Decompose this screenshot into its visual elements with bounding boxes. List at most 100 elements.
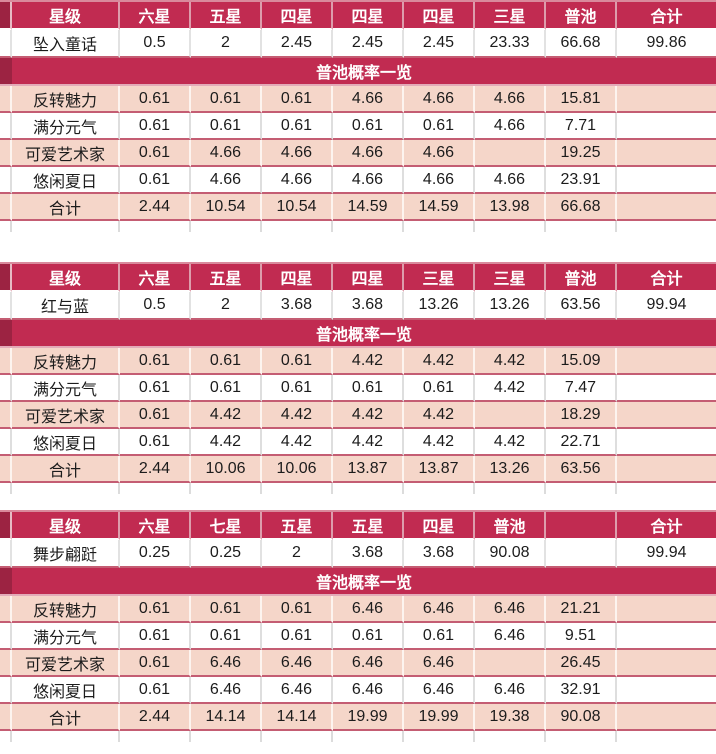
rate-value-cell: 63.56 [546, 456, 617, 483]
star-tier-header-cell: 五星 [262, 512, 333, 540]
rate-value-cell: 90.08 [475, 540, 546, 568]
empty-grid-cell [12, 221, 120, 232]
rate-value-cell: 0.61 [191, 113, 262, 140]
pool-rate-row: 反转魅力 0.61 0.61 0.61 6.46 6.46 6.46 21.21 [0, 596, 716, 623]
rate-value-cell: 2.45 [262, 30, 333, 58]
row-margin-cell [0, 512, 12, 540]
rate-value-cell: 0.25 [120, 540, 191, 568]
row-margin-cell [0, 623, 12, 650]
row-margin-cell [0, 596, 12, 623]
row-margin-cell [0, 320, 12, 348]
header-row: 星级 六星 五星 四星 四星 三星 三星 普池 合计 [0, 264, 716, 292]
rate-value-cell: 0.61 [191, 596, 262, 623]
row-margin-cell [0, 540, 12, 568]
rate-value-cell: 0.61 [120, 375, 191, 402]
pool-rate-row: 反转魅力 0.61 0.61 0.61 4.42 4.42 4.42 15.09 [0, 348, 716, 375]
rate-value-cell: 13.26 [404, 292, 475, 320]
rate-value-cell: 7.47 [546, 375, 617, 402]
rate-value-cell: 4.66 [333, 140, 404, 167]
empty-grid-cell [475, 483, 546, 494]
rate-value-cell: 2.45 [404, 30, 475, 58]
empty-grid-cell [191, 221, 262, 232]
rate-value-cell: 0.61 [333, 113, 404, 140]
rate-value-cell: 23.91 [546, 167, 617, 194]
empty-grid-cell [333, 483, 404, 494]
rate-value-cell: 0.61 [404, 623, 475, 650]
rate-value-cell: 13.98 [475, 194, 546, 221]
rate-value-cell: 0.61 [120, 113, 191, 140]
total-value-cell [617, 429, 716, 456]
featured-pool-name: 坠入童话 [12, 30, 120, 58]
pool-rate-row: 可爱艺术家 0.61 4.66 4.66 4.66 4.66 19.25 [0, 140, 716, 167]
star-tier-header-cell: 四星 [404, 512, 475, 540]
rate-value-cell: 4.42 [333, 348, 404, 375]
rate-value-cell: 6.46 [475, 623, 546, 650]
rate-value-cell: 4.66 [404, 86, 475, 113]
featured-pool-row: 舞步翩跹 0.25 0.25 2 3.68 3.68 90.08 99.94 [0, 540, 716, 568]
empty-grid-cell [333, 731, 404, 742]
pool-name-cell: 悠闲夏日 [12, 677, 120, 704]
total-header-cell: 合计 [617, 512, 716, 540]
header-row: 星级 六星 五星 四星 四星 四星 三星 普池 合计 [0, 2, 716, 30]
rate-value-cell: 6.46 [404, 596, 475, 623]
rate-value-cell: 6.46 [404, 677, 475, 704]
grid-spacer-row [0, 483, 716, 494]
pool-name-cell: 满分元气 [12, 623, 120, 650]
total-row: 合计 2.44 10.06 10.06 13.87 13.87 13.26 63.56 [0, 456, 716, 483]
empty-grid-cell [0, 221, 12, 232]
star-tier-header-cell: 四星 [333, 264, 404, 292]
rate-value-cell: 2.44 [120, 456, 191, 483]
total-value-cell [617, 140, 716, 167]
empty-grid-cell [404, 731, 475, 742]
rate-value-cell: 66.68 [546, 30, 617, 58]
rate-value-cell: 0.61 [120, 86, 191, 113]
total-value-cell: 99.94 [617, 540, 716, 568]
rate-value-cell: 0.61 [120, 167, 191, 194]
row-margin-cell [0, 140, 12, 167]
rate-value-cell: 26.45 [546, 650, 617, 677]
total-value-cell [617, 86, 716, 113]
total-value-cell [617, 402, 716, 429]
rate-value-cell: 19.38 [475, 704, 546, 731]
total-header-cell: 合计 [617, 264, 716, 292]
rate-value-cell: 63.56 [546, 292, 617, 320]
star-tier-header-cell: 六星 [120, 2, 191, 30]
rate-value-cell: 4.66 [191, 140, 262, 167]
rate-value-cell: 6.46 [475, 596, 546, 623]
rate-value-cell: 6.46 [191, 677, 262, 704]
row-margin-cell [0, 30, 12, 58]
empty-grid-cell [617, 483, 716, 494]
pool-name-cell: 满分元气 [12, 375, 120, 402]
featured-pool-name: 红与蓝 [12, 292, 120, 320]
rate-value-cell: 0.5 [120, 30, 191, 58]
empty-grid-cell [617, 221, 716, 232]
star-tier-header-cell: 六星 [120, 512, 191, 540]
rate-value-cell: 0.61 [120, 677, 191, 704]
rate-value-cell: 3.68 [333, 292, 404, 320]
rate-value-cell: 13.26 [475, 456, 546, 483]
rate-value-cell: 10.06 [191, 456, 262, 483]
rate-value-cell: 0.61 [191, 86, 262, 113]
rate-table-2: 星级 六星 五星 四星 四星 三星 三星 普池 合计 红与蓝 0.5 2 3.68 3.68 13.26 13… [0, 262, 716, 494]
rate-value-cell: 4.66 [475, 113, 546, 140]
rate-value-cell: 0.61 [333, 375, 404, 402]
rate-value-cell: 2 [191, 292, 262, 320]
pool-rate-banner: 普池概率一览 [12, 58, 716, 86]
rate-value-cell: 0.25 [191, 540, 262, 568]
star-tier-header-cell: 五星 [191, 2, 262, 30]
rate-value-cell: 13.87 [404, 456, 475, 483]
rate-value-cell: 4.66 [333, 86, 404, 113]
rate-value-cell [475, 650, 546, 677]
rate-value-cell: 4.42 [475, 429, 546, 456]
row-margin-cell [0, 348, 12, 375]
pool-rate-row: 满分元气 0.61 0.61 0.61 0.61 0.61 4.42 7.47 [0, 375, 716, 402]
pool-rate-row: 悠闲夏日 0.61 6.46 6.46 6.46 6.46 6.46 32.91 [0, 677, 716, 704]
empty-grid-cell [546, 483, 617, 494]
rate-value-cell: 0.61 [262, 348, 333, 375]
rate-value-cell: 6.46 [404, 650, 475, 677]
rate-value-cell: 13.26 [475, 292, 546, 320]
rate-value-cell: 0.61 [120, 623, 191, 650]
star-tier-header-cell: 三星 [475, 264, 546, 292]
rate-value-cell: 4.66 [333, 167, 404, 194]
total-value-cell [617, 375, 716, 402]
